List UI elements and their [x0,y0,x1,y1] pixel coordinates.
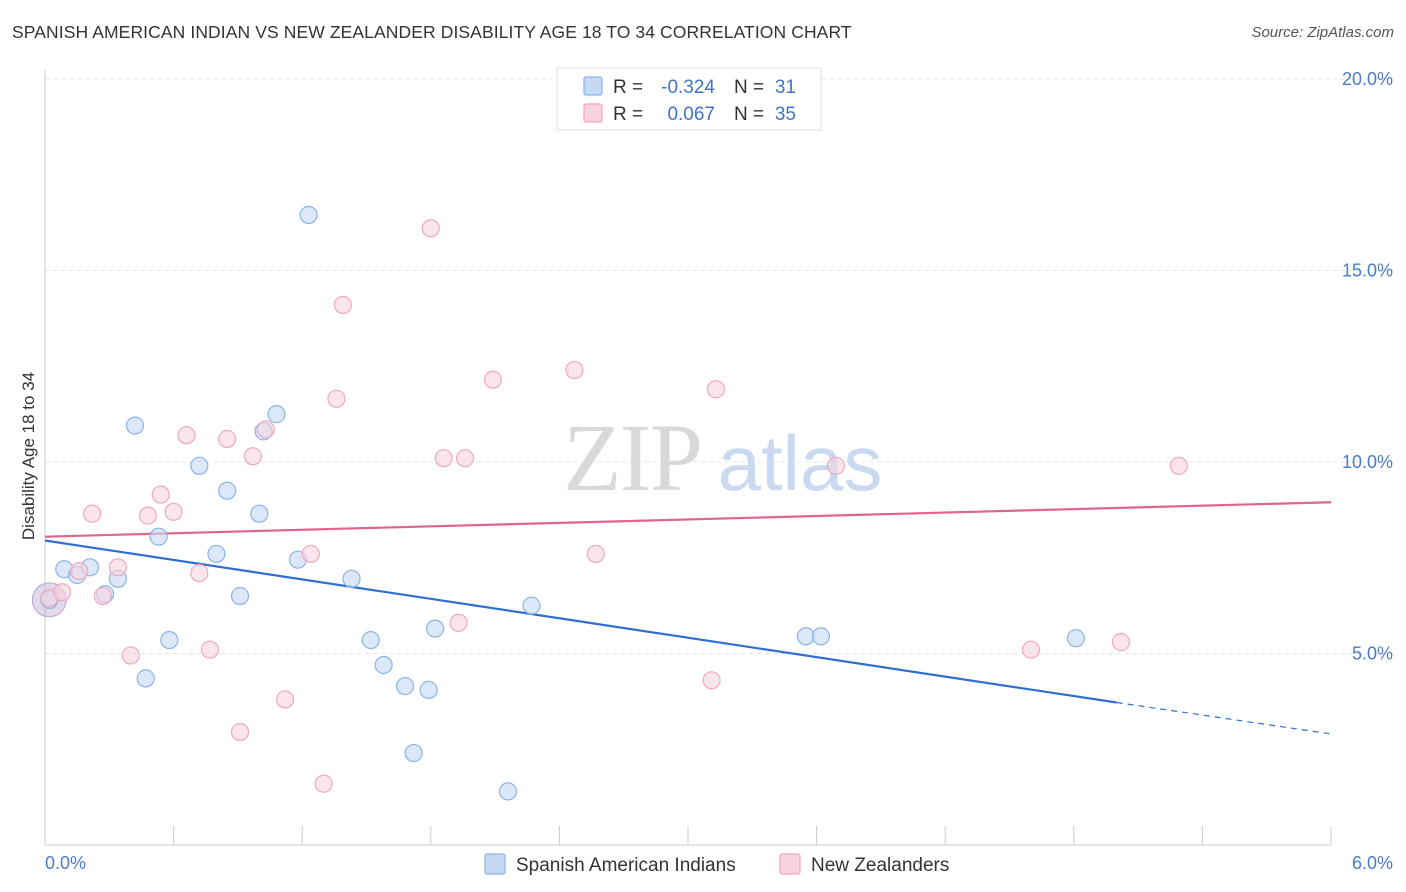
data-point-new-zealanders [151,485,170,504]
y-tick-label: 20.0% [1342,69,1393,89]
legend-r-label-blue: R = [613,77,643,98]
data-point-new-zealanders [565,360,584,380]
y-tick-labels: 5.0% 10.0% 15.0% 20.0% [1342,69,1393,664]
x-tick-label-min: 0.0% [45,853,86,873]
data-point-spanish-american-indians [218,481,237,500]
x-tick-label-max: 6.0% [1352,853,1393,873]
gridlines [45,78,1393,654]
trend-line-dashed-0 [1116,701,1332,735]
series-legend-label-pink: New Zealanders [811,855,949,876]
correlation-legend: R = -0.324 N = 31 R = 0.067 N = 35 [556,67,822,131]
data-point-spanish-american-indians [522,596,541,615]
data-point-new-zealanders [230,722,250,742]
data-point-new-zealanders [1169,456,1188,475]
data-point-spanish-american-indians [419,680,438,699]
data-point-spanish-american-indians [342,569,361,588]
data-point-new-zealanders [275,690,295,709]
trend-line-0 [44,539,1117,704]
data-point-spanish-american-indians [361,630,380,650]
data-point-new-zealanders [256,420,275,439]
data-point-spanish-american-indians [498,782,518,801]
data-point-spanish-american-indians [811,627,830,646]
series-legend-label-blue: Spanish American Indians [516,855,736,876]
legend-n-label-blue: N = [734,77,764,98]
data-point-spanish-american-indians [1066,629,1086,648]
data-point-spanish-american-indians [136,669,155,688]
data-point-new-zealanders [421,219,440,238]
data-point-new-zealanders [190,563,209,583]
series-legend-swatch-pink [779,853,801,875]
data-point-new-zealanders [483,370,503,389]
x-ticks [44,826,1332,845]
trend-lines [44,501,1332,735]
series-legend: Spanish American Indians New Zealanders [484,853,949,876]
data-point-spanish-american-indians [299,205,318,225]
data-point-spanish-american-indians [190,456,209,475]
data-point-new-zealanders [455,449,475,468]
data-point-spanish-american-indians [404,743,423,763]
data-point-new-zealanders [586,544,605,564]
data-point-spanish-american-indians [230,586,250,606]
data-point-spanish-american-indians [250,504,269,523]
data-point-new-zealanders [138,506,157,525]
y-tick-label: 5.0% [1352,644,1393,664]
data-point-new-zealanders [70,562,89,581]
data-point-spanish-american-indians [267,405,286,424]
y-axis-label: Disability Age 18 to 34 [19,372,38,540]
series-legend-swatch-blue [484,853,506,875]
data-point-new-zealanders [1111,632,1131,652]
data-point-new-zealanders [333,295,353,315]
data-point-new-zealanders [314,774,333,793]
data-point-spanish-american-indians [125,416,145,435]
data-point-new-zealanders [327,389,346,408]
data-point-spanish-american-indians [395,676,415,696]
data-point-new-zealanders [706,380,725,399]
legend-n-value-blue: 31 [775,77,796,98]
data-point-new-zealanders [53,583,72,602]
legend-r-value-pink: 0.067 [667,104,715,125]
chart-title: SPANISH AMERICAN INDIAN VS NEW ZEALANDER… [12,22,852,42]
legend-swatch-pink [583,103,603,123]
data-point-new-zealanders [218,429,237,449]
y-tick-label: 10.0% [1342,452,1393,472]
watermark-zip: ZIP [563,404,701,511]
legend-r-value-blue: -0.324 [661,77,715,98]
data-point-new-zealanders [83,504,102,523]
data-point-new-zealanders [93,586,112,606]
data-point-new-zealanders [177,426,196,445]
data-point-new-zealanders [164,502,183,521]
watermark-atlas: atlas [718,419,883,507]
legend-n-value-pink: 35 [775,104,796,125]
data-point-spanish-american-indians [160,630,179,650]
data-point-spanish-american-indians [207,544,226,564]
legend-swatch-blue [583,76,603,96]
source-label: Source: ZipAtlas.com [1251,24,1394,41]
trend-line-1 [44,501,1332,538]
data-point-new-zealanders [826,456,845,475]
data-point-new-zealanders [121,646,140,665]
data-point-new-zealanders [243,447,263,466]
data-points [31,205,1188,801]
data-point-spanish-american-indians [149,527,168,546]
data-point-new-zealanders [1021,640,1041,659]
data-point-new-zealanders [200,640,220,659]
legend-n-label-pink: N = [734,104,764,125]
legend-r-label-pink: R = [613,104,643,125]
data-point-new-zealanders [702,671,721,690]
data-point-new-zealanders [108,558,127,577]
data-point-spanish-american-indians [425,619,445,638]
data-point-new-zealanders [301,544,320,564]
y-tick-label: 15.0% [1342,261,1393,281]
data-point-spanish-american-indians [374,655,393,675]
data-point-new-zealanders [449,613,468,632]
data-point-new-zealanders [434,449,453,468]
